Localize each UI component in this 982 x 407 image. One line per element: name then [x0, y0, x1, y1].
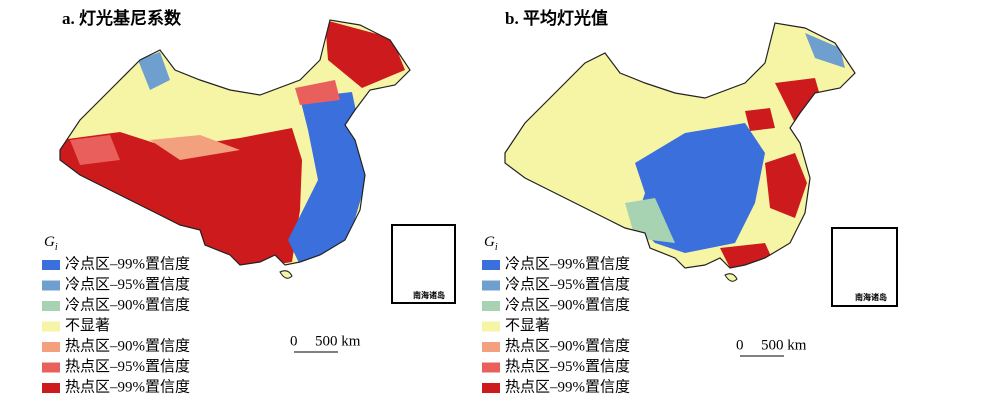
- legend-label: 热点区–90%置信度: [505, 337, 630, 354]
- legend-swatch: [482, 280, 500, 291]
- legend-label: 冷点区–95%置信度: [65, 276, 190, 293]
- legend-swatch: [42, 280, 60, 291]
- legend-label: 不显著: [65, 317, 110, 334]
- legend-label: 冷点区–95%置信度: [505, 276, 630, 293]
- legend-label: 不显著: [505, 317, 550, 334]
- legend-label: 冷点区–90%置信度: [65, 296, 190, 313]
- legend-label: 热点区–99%置信度: [505, 378, 630, 395]
- legend-label: 热点区–95%置信度: [505, 358, 630, 375]
- legend-symbol: G: [44, 234, 55, 250]
- legend-label: 热点区–99%置信度: [65, 378, 190, 395]
- legend-swatch: [42, 383, 60, 393]
- legend-swatch: [42, 362, 60, 373]
- panel-title: b. 平均灯光值: [505, 8, 608, 28]
- legend-swatch: [42, 342, 60, 352]
- legend-subscript: i: [55, 242, 58, 253]
- inset-label: 南海诸岛: [855, 292, 887, 302]
- inset-label: 南海诸岛: [413, 290, 445, 300]
- legend-label: 冷点区–99%置信度: [505, 255, 630, 272]
- legend-swatch: [42, 260, 60, 270]
- map-b: [504, 22, 856, 282]
- legend-label: 冷点区–99%置信度: [65, 255, 190, 272]
- scale-start: 0: [736, 337, 744, 353]
- legend-swatch: [42, 321, 60, 332]
- legend-swatch: [482, 383, 500, 393]
- scale-start: 0: [290, 333, 298, 349]
- legend-title: Gi: [484, 234, 498, 253]
- legend-label: 冷点区–90%置信度: [505, 296, 630, 313]
- legend-subscript: i: [495, 242, 498, 253]
- map-a: 南海诸岛 0 500 km: [59, 19, 456, 353]
- legend-title: Gi: [44, 234, 58, 253]
- scale-end: 500 km: [761, 337, 807, 353]
- panel-title: a. 灯光基尼系数: [62, 8, 182, 28]
- legend-swatch: [482, 321, 500, 332]
- legend-swatch: [482, 362, 500, 373]
- legend-swatch: [482, 342, 500, 352]
- legend-symbol: G: [484, 234, 495, 250]
- legend-swatch: [482, 260, 500, 270]
- legend-swatch: [42, 301, 60, 311]
- legend-label: 热点区–95%置信度: [65, 358, 190, 375]
- scale-end: 500 km: [315, 333, 361, 349]
- legend-label: 热点区–90%置信度: [65, 337, 190, 354]
- legend-swatch: [482, 301, 500, 311]
